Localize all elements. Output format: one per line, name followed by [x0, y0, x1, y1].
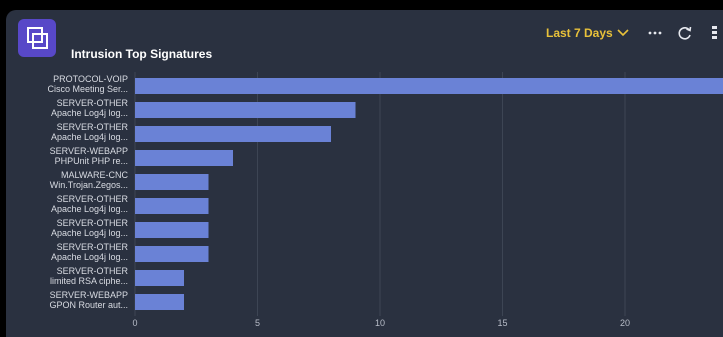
more-icon[interactable]	[646, 24, 664, 42]
category-label: SERVER-OTHER	[57, 194, 129, 204]
bar	[135, 126, 331, 142]
x-tick-label: 0	[132, 318, 137, 328]
bar	[135, 150, 233, 166]
category-label: SERVER-WEBAPP	[50, 146, 128, 156]
category-label: Cisco Meeting Ser...	[47, 84, 128, 94]
category-label: Apache Log4j log...	[51, 204, 128, 214]
bar	[135, 102, 356, 118]
category-label: SERVER-OTHER	[57, 218, 129, 228]
category-label: SERVER-OTHER	[57, 242, 129, 252]
x-tick-label: 15	[497, 318, 507, 328]
category-label: PHPUnit PHP re...	[55, 156, 128, 166]
widget-title: Intrusion Top Signatures	[71, 47, 213, 61]
time-range-label: Last 7 Days	[546, 26, 613, 40]
category-label: PROTOCOL-VOIP	[53, 74, 128, 84]
category-label: GPON Router aut...	[49, 300, 128, 310]
category-label: Apache Log4j log...	[51, 132, 128, 142]
category-label: SERVER-WEBAPP	[50, 290, 128, 300]
category-label: SERVER-OTHER	[57, 98, 129, 108]
category-label: SERVER-OTHER	[57, 266, 129, 276]
category-label: Win.Trojan.Zegos...	[50, 180, 128, 190]
chevron-down-icon	[617, 29, 629, 37]
category-label: MALWARE-CNC	[61, 170, 128, 180]
x-tick-label: 5	[255, 318, 260, 328]
stacked-squares-icon	[18, 19, 56, 57]
x-tick-label: 20	[620, 318, 630, 328]
category-label: Apache Log4j log...	[51, 108, 128, 118]
bar	[135, 222, 209, 238]
bar	[135, 198, 209, 214]
category-label: Apache Log4j log...	[51, 228, 128, 238]
x-tick-label: 10	[375, 318, 385, 328]
bar	[135, 246, 209, 262]
bar	[135, 294, 184, 310]
category-label: SERVER-OTHER	[57, 122, 129, 132]
refresh-icon[interactable]	[676, 24, 694, 42]
bar	[135, 174, 209, 190]
vertical-menu-icon[interactable]	[706, 24, 723, 42]
bar	[135, 78, 723, 94]
widget-panel: Intrusion Top Signatures Last 7 Days	[6, 10, 723, 337]
category-label: limited RSA ciphe...	[50, 276, 128, 286]
bar	[135, 270, 184, 286]
time-range-dropdown[interactable]: Last 7 Days	[546, 26, 629, 40]
category-label: Apache Log4j log...	[51, 252, 128, 262]
